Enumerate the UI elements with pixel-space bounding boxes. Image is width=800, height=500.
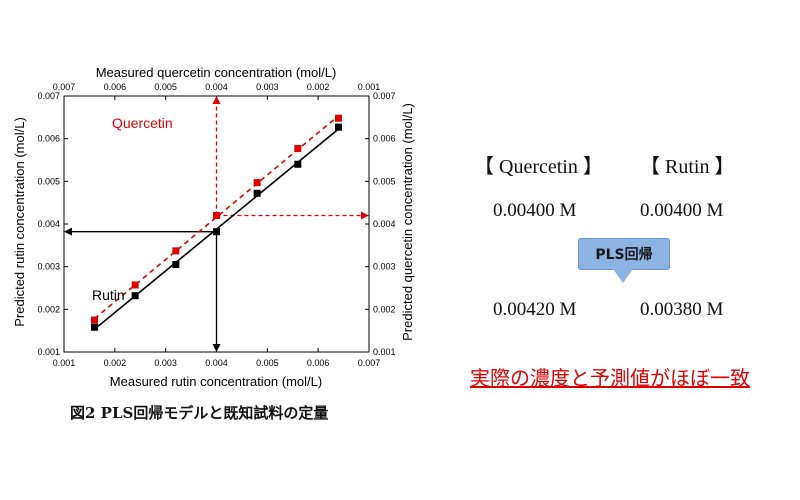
data-point-quercetin (294, 144, 302, 152)
down-arrow-icon (613, 269, 633, 283)
y-right-tick-label: 0.006 (373, 134, 396, 144)
series-label-rutin: Rutin (92, 287, 125, 303)
y-left-tick-label: 0.004 (37, 219, 60, 229)
actual-quercetin-value: 0.00400 M (493, 200, 577, 221)
y-left-tick-label: 0.007 (37, 91, 60, 101)
y-left-tick-label: 0.006 (37, 134, 60, 144)
data-point-rutin (213, 228, 220, 236)
data-point-rutin (253, 189, 261, 197)
data-point-rutin (131, 292, 139, 300)
series-label-quercetin: Quercetin (112, 115, 173, 131)
y-left-axis-label: Predicted rutin concentration (mol/L) (12, 117, 27, 327)
x-top-tick-label: 0.006 (104, 82, 127, 92)
x-bottom-tick-label: 0.003 (154, 358, 177, 368)
x-top-axis-label: Measured quercetin concentration (mol/L) (96, 65, 337, 80)
y-left-tick-label: 0.002 (37, 304, 60, 314)
x-bottom-tick-label: 0.002 (104, 358, 127, 368)
data-point-quercetin (172, 247, 180, 255)
y-right-axis-label: Predicted quercetin concentration (mol/L… (400, 103, 415, 341)
y-right-tick-label: 0.005 (373, 176, 396, 186)
actual-rutin-value: 0.00400 M (640, 200, 724, 221)
data-point-rutin (172, 261, 180, 269)
y-right-tick-label: 0.007 (373, 91, 396, 101)
data-point-rutin (294, 160, 302, 168)
x-bottom-tick-label: 0.005 (256, 358, 279, 368)
x-top-tick-label: 0.002 (307, 82, 330, 92)
figure-caption: 図2 PLS回帰モデルと既知試料の定量 (70, 404, 329, 422)
x-top-tick-label: 0.007 (53, 82, 76, 92)
data-point-rutin (335, 123, 342, 131)
predicted-rutin-value: 0.00380 M (640, 299, 724, 320)
pls-regression-label: PLS回帰 (595, 247, 653, 263)
data-point-rutin (91, 323, 98, 331)
data-point-quercetin (335, 114, 342, 122)
y-right-tick-label: 0.001 (373, 347, 396, 357)
data-point-quercetin (253, 179, 261, 187)
y-left-tick-label: 0.005 (37, 176, 60, 186)
header-quercetin: 【 Quercetin 】 (474, 156, 603, 178)
conclusion-text: 実際の濃度と予測値がほぼ一致 (470, 366, 750, 390)
x-top-tick-label: 0.003 (256, 82, 279, 92)
data-point-quercetin (213, 211, 220, 219)
x-bottom-tick-label: 0.006 (307, 358, 330, 368)
data-point-quercetin (131, 281, 139, 289)
data-point-quercetin (91, 316, 98, 324)
y-right-tick-label: 0.004 (373, 219, 396, 229)
y-left-tick-label: 0.003 (37, 262, 60, 272)
y-right-tick-label: 0.002 (373, 304, 396, 314)
x-bottom-tick-label: 0.001 (53, 358, 76, 368)
x-bottom-axis-label: Measured rutin concentration (mol/L) (110, 374, 322, 389)
x-top-tick-label: 0.004 (205, 82, 228, 92)
predicted-quercetin-value: 0.00420 M (493, 299, 577, 320)
x-top-tick-label: 0.001 (358, 82, 381, 92)
x-bottom-tick-label: 0.004 (205, 358, 228, 368)
pls-regression-badge: PLS回帰 (578, 238, 670, 270)
x-top-tick-label: 0.005 (154, 82, 177, 92)
y-left-tick-label: 0.001 (37, 347, 60, 357)
y-right-tick-label: 0.003 (373, 262, 396, 272)
header-rutin: 【 Rutin 】 (640, 156, 735, 178)
x-bottom-tick-label: 0.007 (358, 358, 381, 368)
